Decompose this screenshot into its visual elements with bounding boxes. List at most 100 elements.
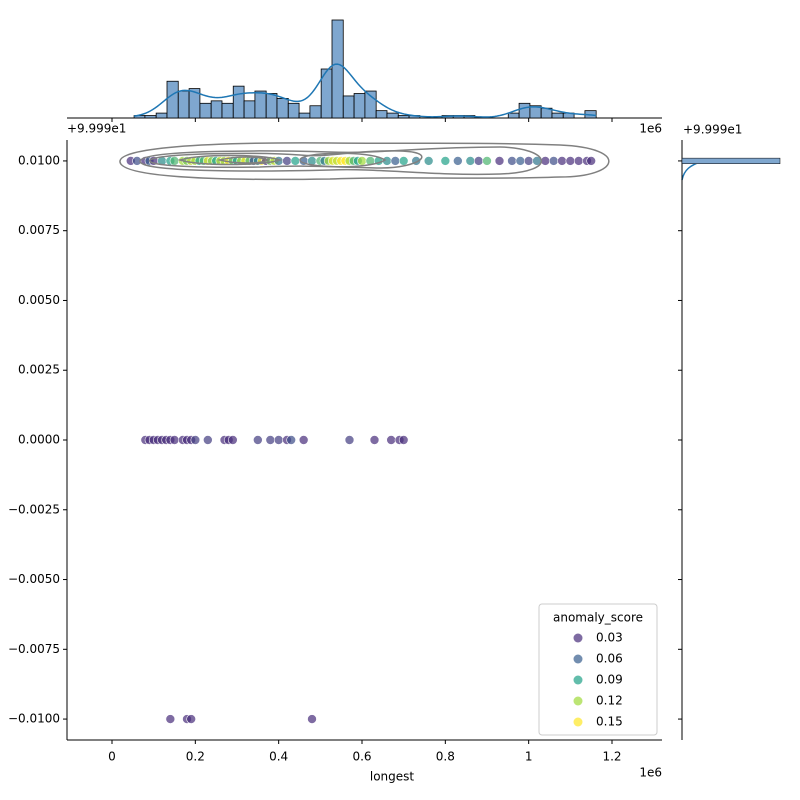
hist-bar bbox=[144, 115, 157, 119]
y-offset: +9.999e1 bbox=[67, 122, 126, 136]
y-tick-label: −0.0100 bbox=[8, 712, 60, 726]
x-offset: 1e6 bbox=[639, 766, 662, 780]
point bbox=[557, 156, 567, 166]
hist-bar bbox=[287, 102, 300, 119]
legend-marker bbox=[573, 654, 583, 664]
point bbox=[265, 435, 276, 445]
x-tick-label: 0.4 bbox=[269, 750, 288, 764]
point bbox=[523, 156, 534, 166]
hist-bar bbox=[331, 19, 344, 119]
point bbox=[398, 435, 409, 445]
point bbox=[565, 156, 576, 166]
point bbox=[253, 435, 263, 445]
point bbox=[357, 156, 367, 166]
point bbox=[203, 435, 213, 445]
point bbox=[515, 156, 526, 166]
point bbox=[282, 156, 292, 166]
hist-bar bbox=[177, 90, 190, 119]
legend-box bbox=[538, 603, 658, 736]
hist-bar bbox=[397, 115, 410, 119]
point bbox=[228, 435, 238, 445]
x-kde bbox=[133, 63, 597, 118]
hist-bar bbox=[254, 90, 267, 119]
point bbox=[548, 156, 559, 166]
hist-bar bbox=[276, 98, 289, 119]
point bbox=[165, 714, 176, 724]
point bbox=[586, 156, 596, 166]
hist-bar bbox=[210, 100, 223, 119]
hist-bar bbox=[353, 93, 366, 119]
hist-bar bbox=[518, 102, 531, 119]
point bbox=[507, 156, 517, 166]
point bbox=[465, 156, 476, 166]
point bbox=[440, 156, 451, 166]
x-tick-label: 1.2 bbox=[602, 750, 621, 764]
legend-title: anomaly_score bbox=[553, 611, 643, 625]
point bbox=[290, 156, 301, 166]
hist-bar bbox=[298, 112, 311, 119]
legend-marker bbox=[573, 675, 583, 685]
hist-bar bbox=[221, 102, 234, 119]
point bbox=[286, 435, 296, 445]
y-tick-label: 0.0000 bbox=[18, 433, 60, 447]
point bbox=[494, 156, 505, 166]
legend-marker bbox=[573, 717, 583, 727]
x-tick-label: 1 bbox=[525, 750, 533, 764]
point bbox=[190, 435, 201, 445]
hist-bar bbox=[155, 112, 168, 119]
top-x-offset: 1e6 bbox=[639, 122, 662, 136]
legend-label: 0.12 bbox=[596, 694, 623, 708]
y-tick-label: −0.0050 bbox=[8, 572, 60, 586]
y-tick-label: 0.0050 bbox=[18, 293, 60, 307]
point bbox=[540, 156, 551, 166]
legend-label: 0.15 bbox=[596, 715, 623, 729]
hist-bar bbox=[551, 112, 564, 119]
legend-marker bbox=[573, 696, 583, 706]
x-tick-label: 0 bbox=[108, 750, 116, 764]
point bbox=[307, 714, 317, 724]
hist-bar bbox=[166, 80, 179, 119]
hist-bar bbox=[364, 90, 377, 119]
point bbox=[386, 435, 396, 445]
hist-bar bbox=[199, 102, 212, 119]
point bbox=[369, 435, 380, 445]
point bbox=[573, 156, 584, 166]
legend-label: 0.09 bbox=[596, 673, 623, 687]
hist-bar bbox=[265, 93, 278, 119]
point bbox=[473, 156, 484, 166]
x-label: longest bbox=[370, 770, 415, 784]
x-tick-label: 0.2 bbox=[186, 750, 205, 764]
hist-bar bbox=[232, 85, 245, 119]
hist-bar bbox=[243, 100, 256, 119]
point bbox=[169, 435, 180, 445]
kde-contours bbox=[119, 142, 610, 181]
hist-bar bbox=[386, 112, 399, 119]
legend-label: 0.03 bbox=[596, 631, 623, 645]
right-y-offset: +9.999e1 bbox=[683, 123, 742, 137]
point bbox=[398, 156, 409, 166]
y-tick-label: −0.0075 bbox=[8, 642, 60, 656]
hist-bar bbox=[342, 95, 355, 119]
point bbox=[273, 435, 284, 445]
hist-bar bbox=[309, 105, 322, 119]
point bbox=[169, 156, 180, 166]
hist-bar bbox=[375, 110, 388, 119]
x-tick-label: 0.6 bbox=[352, 750, 371, 764]
y-hist-bar bbox=[681, 157, 781, 164]
legend-label: 0.06 bbox=[596, 652, 623, 666]
legend-marker bbox=[573, 633, 583, 643]
x-tick-label: 0.8 bbox=[436, 750, 455, 764]
point bbox=[344, 435, 355, 445]
point bbox=[482, 156, 492, 166]
y-tick-label: 0.0100 bbox=[18, 153, 60, 167]
y-tick-label: 0.0075 bbox=[18, 223, 60, 237]
y-tick-label: −0.0025 bbox=[8, 502, 60, 516]
point bbox=[453, 156, 463, 166]
point bbox=[423, 156, 434, 166]
point bbox=[298, 435, 309, 445]
hist-bar bbox=[507, 112, 520, 119]
point bbox=[390, 156, 401, 166]
point bbox=[186, 714, 196, 724]
y-tick-label: 0.0025 bbox=[18, 363, 60, 377]
